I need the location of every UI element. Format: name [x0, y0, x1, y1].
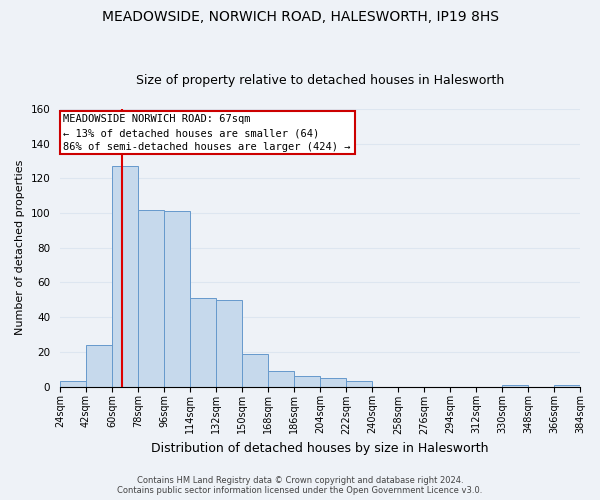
Bar [294, 376, 320, 386]
Bar [138, 210, 164, 386]
Text: MEADOWSIDE NORWICH ROAD: 67sqm: MEADOWSIDE NORWICH ROAD: 67sqm [63, 114, 250, 124]
Bar [216, 300, 242, 386]
Bar [190, 298, 216, 386]
Text: MEADOWSIDE, NORWICH ROAD, HALESWORTH, IP19 8HS: MEADOWSIDE, NORWICH ROAD, HALESWORTH, IP… [101, 10, 499, 24]
Text: Contains HM Land Registry data © Crown copyright and database right 2024.
Contai: Contains HM Land Registry data © Crown c… [118, 476, 482, 495]
Bar [60, 382, 86, 386]
Text: ← 13% of detached houses are smaller (64): ← 13% of detached houses are smaller (64… [63, 128, 319, 138]
X-axis label: Distribution of detached houses by size in Halesworth: Distribution of detached houses by size … [151, 442, 489, 455]
Bar [346, 382, 372, 386]
Title: Size of property relative to detached houses in Halesworth: Size of property relative to detached ho… [136, 74, 504, 87]
Text: 86% of semi-detached houses are larger (424) →: 86% of semi-detached houses are larger (… [63, 142, 350, 152]
Y-axis label: Number of detached properties: Number of detached properties [15, 160, 25, 336]
Bar [268, 371, 294, 386]
Bar [86, 345, 112, 387]
Bar [164, 212, 190, 386]
Bar [554, 385, 580, 386]
Bar [112, 166, 138, 386]
Bar [242, 354, 268, 386]
Bar [320, 378, 346, 386]
Bar [60, 110, 355, 154]
Bar [502, 385, 528, 386]
